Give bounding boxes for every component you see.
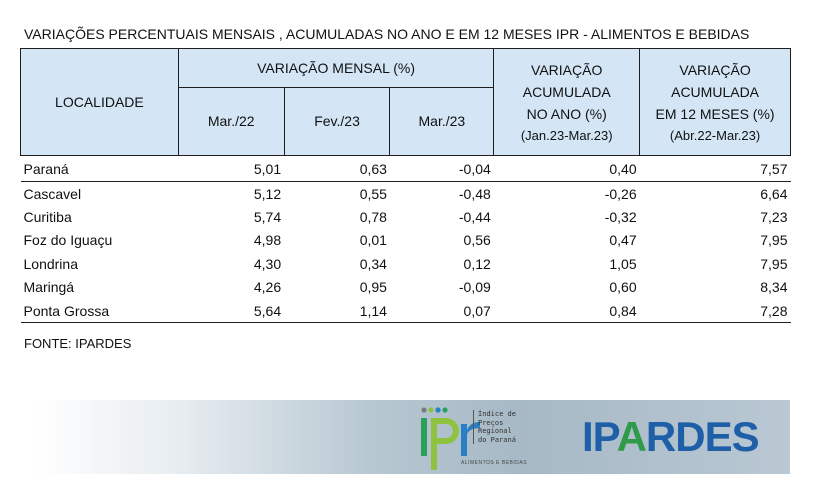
cell-value: 4,26: [253, 279, 282, 296]
cell-value: 0,07: [389, 299, 494, 323]
cell-value: 1,05: [609, 255, 637, 272]
cell-value: -0,26: [604, 185, 637, 202]
header-variacao-mensal: VARIAÇÃO MENSAL (%): [177, 48, 495, 88]
source-note: FONTE: IPARDES: [24, 336, 132, 351]
cell-value: 5,74: [253, 208, 282, 225]
cell-value: 4,30: [253, 255, 282, 272]
header-acumulada-12-meses: VARIAÇÃO ACUMULADA EM 12 MESES (%) (Abr.…: [639, 48, 791, 156]
cell-value: 5,12: [253, 185, 282, 202]
header-acumulada-ano: VARIAÇÃO ACUMULADA NO ANO (%) (Jan.23-Ma…: [493, 48, 641, 156]
cell-value: 5,64: [178, 299, 285, 323]
header-month: Mar./22: [177, 87, 285, 156]
cell-value: 4,98: [253, 232, 282, 249]
row-localidade: Foz do Iguaçu: [23, 232, 113, 249]
table-row: Ponta Grossa 5,64 1,14 0,07 0,84 7,28: [20, 299, 791, 323]
cell-value: 0,84: [493, 299, 640, 323]
cell-value: -0,09: [458, 279, 491, 296]
table-row: Maringá 4,26 0,95 -0,09 0,60 8,34: [21, 276, 791, 300]
row-localidade: Cascavel: [23, 185, 82, 202]
cell-value: 7,23: [760, 208, 788, 225]
cell-value: 0,47: [609, 232, 637, 249]
cell-value: 0,55: [359, 185, 387, 202]
ipr-description: Índice de Preços Regional do Paraná: [473, 410, 533, 444]
header-month: Fev./23: [283, 87, 391, 156]
cell-value: 0,63: [284, 155, 390, 182]
row-localidade: Curitiba: [23, 208, 72, 225]
cell-value: 0,56: [463, 232, 491, 249]
cell-value: 7,95: [760, 255, 788, 272]
row-localidade: Maringá: [23, 279, 75, 296]
ipardes-logo: IPARDES: [582, 413, 760, 460]
table-row: Curitiba 5,74 0,78 -0,44 -0,32 7,23: [21, 205, 791, 229]
cell-value: 0,60: [609, 279, 637, 296]
table-row: Foz do Iguaçu 4,98 0,01 0,56 0,47 7,95: [21, 229, 791, 253]
table-title: VARIAÇÕES PERCENTUAIS MENSAIS , ACUMULAD…: [24, 26, 750, 42]
cell-value: -0,32: [604, 208, 637, 225]
header-month: Mar./23: [389, 87, 495, 156]
cell-value: 5,01: [178, 155, 285, 182]
data-table: LOCALIDADE VARIAÇÃO MENSAL (%) VARIAÇÃO …: [20, 48, 791, 323]
cell-value: -0,04: [389, 155, 494, 182]
table-row: Cascavel 5,12 0,55 -0,48 -0,26 6,64: [21, 182, 791, 206]
cell-value: 7,57: [639, 155, 791, 182]
row-localidade: Londrina: [23, 255, 79, 272]
cell-value: 7,95: [760, 232, 788, 249]
footer-banner: [32, 400, 790, 474]
cell-value: 0,12: [463, 255, 491, 272]
header-localidade: LOCALIDADE: [20, 48, 179, 156]
row-localidade: Ponta Grossa: [20, 299, 179, 323]
ipr-subtitle: ALIMENTOS E BEBIDAS: [460, 460, 528, 466]
cell-value: -0,44: [458, 208, 491, 225]
table-row: Paraná 5,01 0,63 -0,04 0,40 7,57: [20, 155, 791, 182]
cell-value: 0,78: [359, 208, 387, 225]
cell-value: 6,64: [760, 185, 788, 202]
cell-value: 7,28: [639, 299, 791, 323]
cell-value: -0,48: [458, 185, 491, 202]
cell-value: 0,95: [359, 279, 387, 296]
cell-value: 0,34: [359, 255, 387, 272]
cell-value: 0,01: [359, 232, 387, 249]
cell-value: 1,14: [284, 299, 390, 323]
row-localidade: Paraná: [20, 155, 179, 182]
cell-value: 0,40: [493, 155, 640, 182]
cell-value: 8,34: [760, 279, 788, 296]
table-row: Londrina 4,30 0,34 0,12 1,05 7,95: [21, 252, 791, 276]
